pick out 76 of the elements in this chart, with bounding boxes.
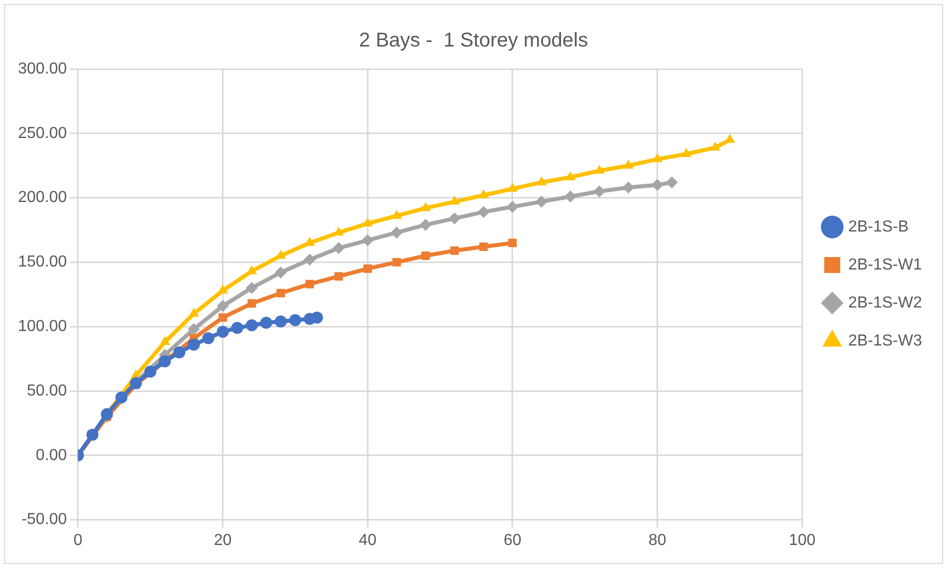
point (216, 300, 229, 312)
x-tick-label: 100 (788, 532, 816, 549)
point (448, 212, 461, 224)
point (260, 316, 272, 329)
point (246, 265, 257, 274)
point (710, 142, 720, 151)
point (332, 242, 345, 254)
point (666, 176, 678, 188)
y-tick-label: -50.00 (22, 511, 68, 528)
point (594, 164, 605, 174)
point (420, 202, 431, 212)
point (392, 258, 401, 266)
point (218, 284, 228, 294)
point (622, 181, 634, 194)
point (115, 391, 128, 404)
y-tick-label: 150.00 (18, 254, 68, 271)
legend-label: 2B-1S-W2 (848, 294, 922, 312)
point (450, 246, 459, 255)
point (289, 314, 302, 326)
point (681, 148, 692, 158)
point (188, 323, 200, 336)
x-tick-label: 0 (73, 532, 82, 549)
x-tick-label: 60 (504, 532, 522, 549)
point (507, 182, 518, 192)
point (274, 315, 287, 328)
point (362, 234, 374, 246)
point (276, 288, 285, 298)
x-tick-label: 20 (214, 532, 232, 549)
y-tick-label: 100.00 (18, 318, 68, 336)
y-tick-label: 250.00 (18, 124, 68, 142)
point (565, 171, 576, 180)
point (421, 252, 430, 260)
point (160, 336, 170, 346)
point (479, 242, 488, 251)
point (652, 153, 663, 162)
legend-label: 2B-1S-W3 (848, 332, 922, 350)
point (391, 210, 402, 219)
point (231, 322, 244, 334)
point (623, 160, 634, 169)
chart-title: 2 Bays - 1 Storey models (359, 30, 588, 52)
point (274, 266, 287, 279)
point (449, 196, 460, 205)
point (506, 200, 518, 213)
point (246, 282, 258, 294)
point (651, 178, 664, 191)
point (144, 366, 156, 378)
point (305, 280, 314, 288)
point (536, 176, 547, 186)
point (593, 185, 606, 198)
y-tick-label: 50.00 (26, 382, 68, 400)
y-tick-label: 200.00 (18, 189, 68, 206)
y-tick-label: 300.00 (18, 60, 68, 78)
point (363, 264, 372, 273)
point (188, 308, 200, 317)
point (390, 226, 403, 239)
point (420, 218, 432, 231)
point (478, 206, 490, 218)
point (188, 338, 200, 351)
point (216, 326, 229, 338)
point (535, 196, 548, 208)
point (246, 319, 258, 332)
point (218, 313, 228, 322)
point (508, 238, 517, 248)
legend-label: 2B-1S-W1 (848, 256, 922, 274)
point (86, 428, 98, 441)
point (478, 189, 489, 198)
x-tick-label: 80 (648, 532, 666, 549)
point (564, 190, 576, 203)
point (173, 346, 186, 358)
point (248, 299, 256, 308)
point (334, 272, 343, 281)
point (202, 332, 214, 344)
point (304, 254, 316, 266)
legend-label: 2B-1S-B (848, 218, 909, 236)
x-tick-label: 40 (358, 532, 377, 549)
y-tick-label: 0.00 (36, 446, 68, 464)
